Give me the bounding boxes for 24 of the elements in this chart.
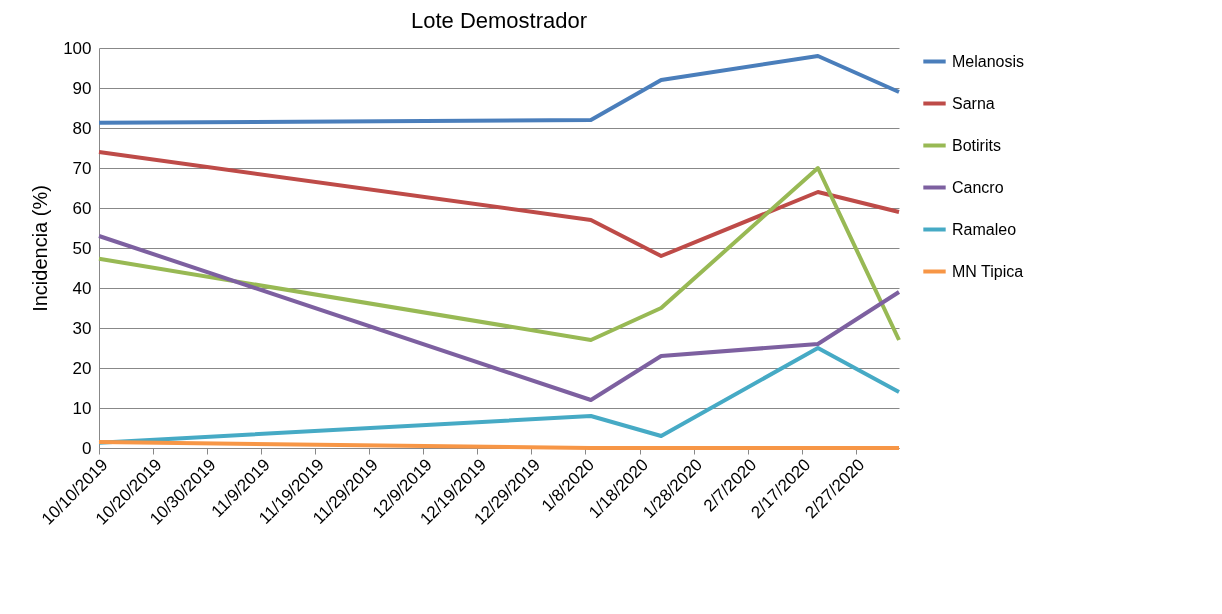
y-tick-label: 10	[72, 398, 92, 418]
y-tick-label: 80	[72, 118, 92, 138]
y-tick-label: 70	[72, 158, 92, 178]
line-series	[97, 54, 901, 125]
line-series	[97, 346, 901, 445]
chart-title: Lote Demostrador	[410, 8, 588, 33]
y-tick-label: 60	[72, 198, 92, 218]
legend-label: Ramaleo	[952, 220, 1017, 238]
legend-label: Sarna	[952, 94, 995, 112]
y-tick-label: 100	[63, 38, 92, 58]
legend-label: Botirits	[952, 136, 1001, 154]
line-series	[97, 166, 901, 342]
legend-label: Cancro	[952, 178, 1004, 196]
line-series	[97, 150, 901, 258]
y-tick-label: 20	[72, 358, 92, 378]
legend-label: MN Tipica	[952, 262, 1024, 280]
y-tick-label: 90	[72, 78, 92, 98]
y-tick-label: 40	[72, 278, 92, 298]
y-tick-label: 30	[72, 318, 92, 338]
line-series	[97, 234, 901, 402]
y-tick-label: 50	[72, 238, 92, 258]
y-tick-label: 0	[82, 438, 92, 458]
y-axis-title: Incidencia (%)	[29, 185, 52, 312]
legend-label: Melanosis	[952, 52, 1025, 70]
